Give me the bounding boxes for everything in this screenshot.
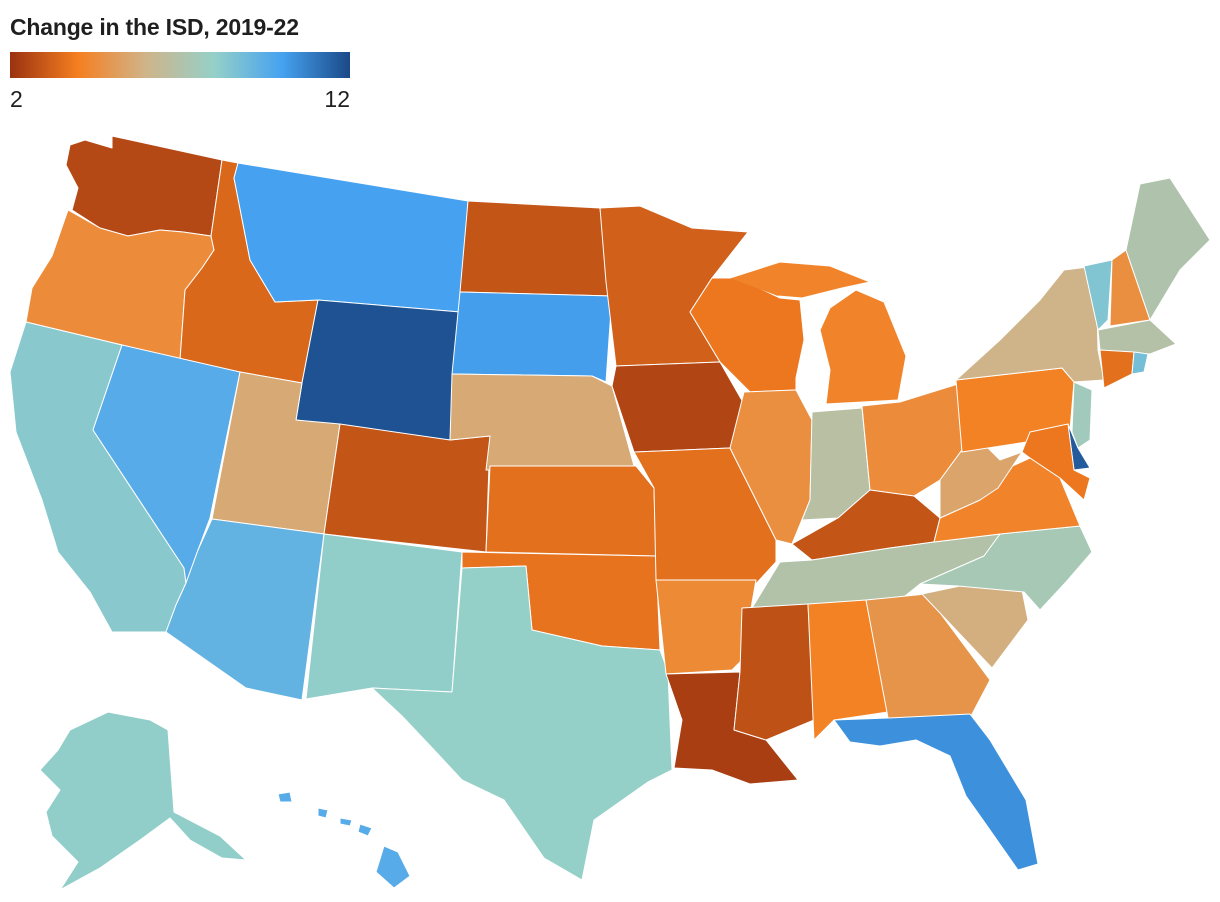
state-nc[interactable] (919, 525, 1093, 611)
state-mt[interactable] (233, 162, 469, 313)
state-wi[interactable] (689, 277, 805, 393)
state-ia[interactable] (611, 361, 745, 453)
state-mi[interactable] (729, 261, 907, 405)
legend-max-label: 12 (324, 86, 350, 112)
state-hi[interactable] (277, 791, 411, 889)
legend-min-label: 2 (10, 86, 23, 112)
state-ak[interactable] (39, 711, 247, 891)
state-al[interactable] (807, 599, 889, 741)
state-nm[interactable] (305, 533, 463, 700)
state-co[interactable] (323, 423, 491, 553)
state-fl[interactable] (833, 713, 1039, 871)
state-nj[interactable] (1071, 381, 1093, 449)
state-ga[interactable] (865, 593, 991, 719)
state-md[interactable] (1021, 423, 1091, 501)
state-ri[interactable] (1131, 351, 1149, 375)
color-legend-bar (10, 52, 350, 78)
state-nd[interactable] (459, 200, 613, 297)
state-sd[interactable] (451, 291, 613, 383)
state-sc[interactable] (921, 585, 1029, 669)
map-title: Change in the ISD, 2019-22 (10, 14, 299, 40)
state-ma[interactable] (1097, 319, 1177, 355)
state-vt[interactable] (1083, 259, 1113, 331)
state-ks[interactable] (485, 465, 657, 557)
state-ct[interactable] (1099, 349, 1135, 389)
state-il[interactable] (729, 389, 813, 545)
state-ms[interactable] (733, 603, 815, 741)
state-wy[interactable] (295, 299, 461, 441)
state-wa[interactable] (65, 135, 223, 237)
state-ar[interactable] (655, 579, 757, 675)
state-az[interactable] (165, 518, 325, 701)
state-tx[interactable] (371, 565, 673, 881)
state-ny[interactable] (955, 265, 1105, 383)
